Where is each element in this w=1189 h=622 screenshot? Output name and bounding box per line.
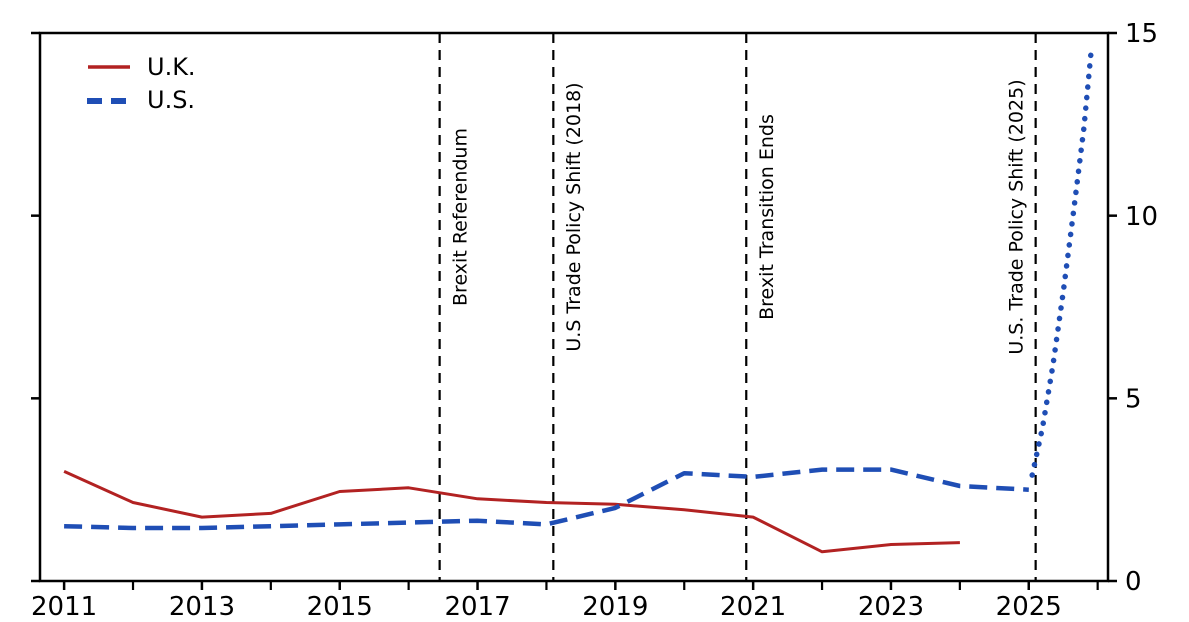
- x-tick-label: 2019: [582, 592, 648, 622]
- legend-label-us: U.S.: [147, 86, 196, 115]
- series-u-s: [64, 467, 1029, 531]
- uk-line-swatch: [88, 65, 130, 69]
- x-tick-label: 2023: [858, 592, 924, 622]
- x-tick-label: 2021: [720, 592, 786, 622]
- event-label-3: U.S. Trade Policy Shift (2025): [1005, 79, 1027, 354]
- legend: U.K. U.S.: [86, 54, 196, 114]
- plot-border: [38, 31, 1110, 583]
- y-tick-label: 15: [1125, 19, 1158, 49]
- y-tick-label: 0: [1125, 567, 1142, 597]
- x-tick-label: 2017: [444, 592, 510, 622]
- x-tick-label: 2011: [31, 592, 97, 622]
- event-label-0: Brexit Referendum: [449, 128, 471, 306]
- x-tick-label: 2025: [996, 592, 1062, 622]
- x-tick-label: 2013: [169, 592, 235, 622]
- series-u-k: [63, 470, 960, 554]
- legend-label-uk: U.K.: [147, 53, 196, 81]
- us-line-swatch: [87, 97, 133, 104]
- legend-item-uk: U.K.: [86, 54, 196, 80]
- series-u-s-projection: [1029, 52, 1094, 478]
- event-label-1: U.S Trade Policy Shift (2018): [563, 82, 585, 351]
- legend-item-us: U.S.: [86, 86, 196, 115]
- y-tick-label: 5: [1125, 384, 1142, 414]
- x-tick-label: 2015: [307, 592, 373, 622]
- event-label-2: Brexit Transition Ends: [756, 114, 778, 320]
- y-tick-label: 10: [1125, 202, 1158, 232]
